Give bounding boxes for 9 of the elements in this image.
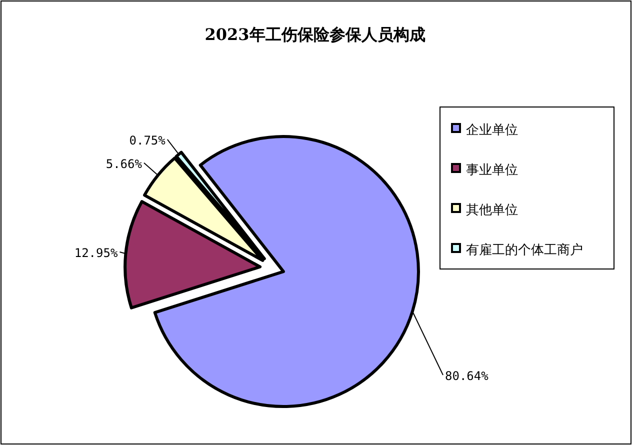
- chart-title: 2023年工伤保险参保人员构成: [204, 25, 426, 44]
- legend-label: 其他单位: [466, 203, 518, 218]
- legend-label: 事业单位: [466, 163, 518, 178]
- legend-label: 有雇工的个体工商户: [466, 242, 583, 258]
- data-label: 5.66%: [106, 156, 143, 171]
- data-label: 12.95%: [74, 246, 118, 260]
- legend-label: 企业单位: [466, 123, 518, 138]
- data-label: 0.75%: [129, 133, 166, 148]
- data-label: 80.64%: [445, 369, 490, 383]
